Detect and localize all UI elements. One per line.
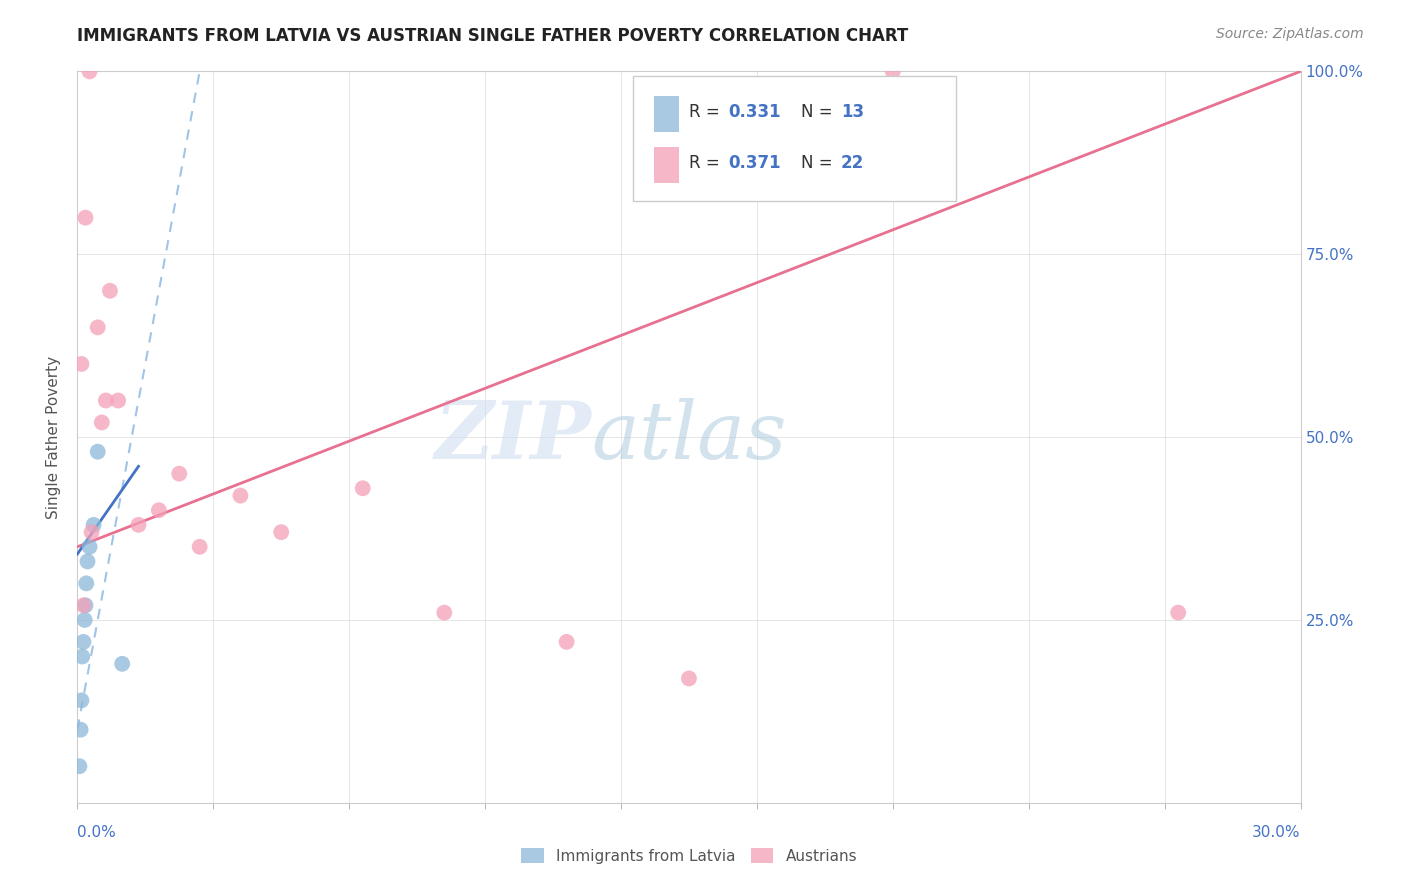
Point	[79, 64, 101, 78]
Point	[76, 554, 98, 568]
Text: 22: 22	[841, 154, 865, 172]
Text: Source: ZipAtlas.com: Source: ZipAtlas.com	[1216, 27, 1364, 41]
Point	[270, 525, 292, 540]
Point	[70, 649, 93, 664]
Text: 0.331: 0.331	[728, 103, 780, 121]
Point	[229, 489, 252, 503]
Text: N =: N =	[801, 154, 838, 172]
Point	[98, 284, 121, 298]
Point	[188, 540, 211, 554]
Point	[148, 503, 170, 517]
Point	[128, 517, 150, 532]
Point	[90, 416, 112, 430]
Point	[73, 613, 96, 627]
Text: ZIP: ZIP	[434, 399, 591, 475]
Text: 13: 13	[841, 103, 863, 121]
Text: 0.0%: 0.0%	[77, 825, 117, 840]
Y-axis label: Single Father Poverty: Single Father Poverty	[46, 356, 62, 518]
Point	[111, 657, 134, 671]
Point	[70, 693, 93, 707]
Point	[75, 599, 97, 613]
Point	[75, 576, 97, 591]
Point	[1167, 606, 1189, 620]
Point	[80, 525, 103, 540]
Point	[75, 211, 97, 225]
Text: 30.0%: 30.0%	[1253, 825, 1301, 840]
Point	[83, 517, 105, 532]
Point	[882, 64, 904, 78]
Text: N =: N =	[801, 103, 838, 121]
Legend: Immigrants from Latvia, Austrians: Immigrants from Latvia, Austrians	[516, 843, 862, 868]
Point	[94, 393, 117, 408]
Point	[72, 599, 94, 613]
Point	[678, 672, 700, 686]
Point	[69, 723, 91, 737]
Point	[555, 635, 578, 649]
Point	[169, 467, 191, 481]
Point	[87, 320, 110, 334]
Text: IMMIGRANTS FROM LATVIA VS AUSTRIAN SINGLE FATHER POVERTY CORRELATION CHART: IMMIGRANTS FROM LATVIA VS AUSTRIAN SINGL…	[77, 27, 908, 45]
Point	[72, 635, 94, 649]
Point	[79, 540, 101, 554]
Text: R =: R =	[689, 103, 725, 121]
Point	[352, 481, 374, 495]
Point	[70, 357, 93, 371]
Point	[87, 444, 110, 458]
Text: atlas: atlas	[591, 399, 786, 475]
Text: 0.371: 0.371	[728, 154, 780, 172]
Point	[67, 759, 90, 773]
Point	[433, 606, 456, 620]
Point	[107, 393, 129, 408]
Text: R =: R =	[689, 154, 725, 172]
